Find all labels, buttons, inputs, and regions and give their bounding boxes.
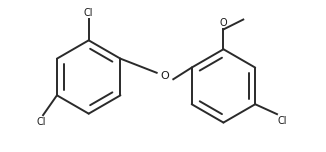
- Text: O: O: [220, 18, 227, 28]
- Text: O: O: [161, 71, 169, 81]
- Text: Cl: Cl: [84, 8, 94, 17]
- Text: Cl: Cl: [36, 117, 46, 127]
- Text: Cl: Cl: [278, 116, 288, 126]
